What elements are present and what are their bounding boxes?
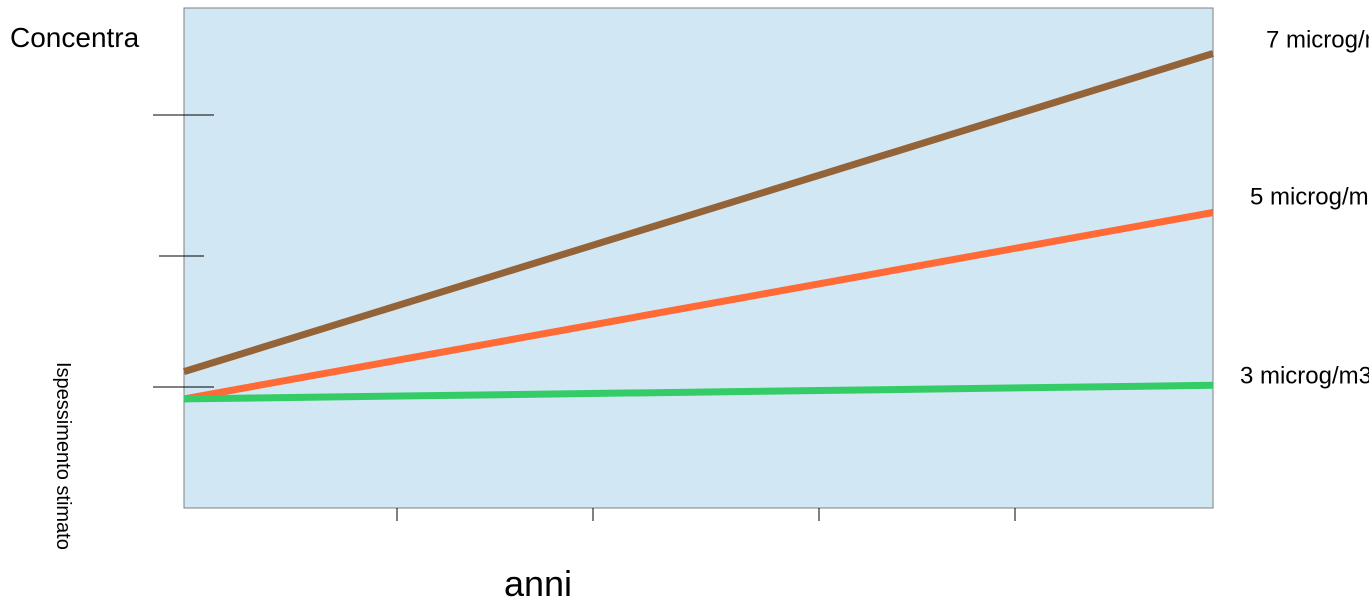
series-label: 3 microg/m3 <box>1240 362 1369 389</box>
y-axis-label: Ispessimento stimato <box>52 362 74 550</box>
series-labels: 7 microg/m3 5 microg/m3 3 microg/m3 <box>1240 27 1369 390</box>
x-axis-label: anni <box>504 563 572 604</box>
x-axis-ticks <box>396 508 1016 521</box>
series-line <box>182 50 1215 375</box>
series-line <box>183 209 1214 403</box>
plot-area <box>183 7 1214 509</box>
series-line <box>183 381 1214 403</box>
series-lines <box>182 50 1215 403</box>
chart-title: Concentra <box>10 22 140 53</box>
series-label: 7 microg/m3 <box>1266 27 1369 54</box>
series-label: 5 microg/m3 <box>1250 184 1369 211</box>
y-axis-ticks <box>153 114 214 388</box>
